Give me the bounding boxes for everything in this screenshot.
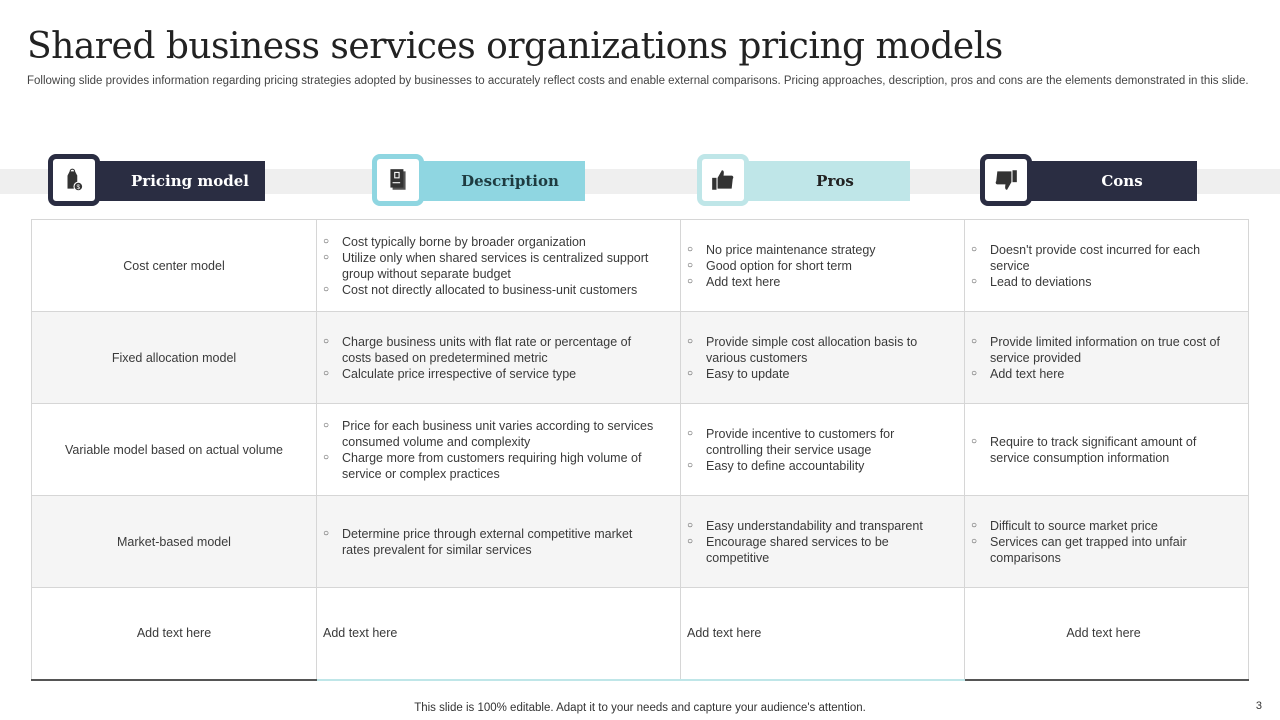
bullet-item: No price maintenance strategy xyxy=(687,242,946,258)
pros-cell: Easy understandability and transparentEn… xyxy=(680,495,965,588)
bullet-item: Doesn't provide cost incurred for each s… xyxy=(971,242,1236,274)
bullet-item: Provide limited information on true cost… xyxy=(971,334,1236,366)
bullet-list: Provide limited information on true cost… xyxy=(971,334,1236,382)
thumbs-up-icon xyxy=(697,154,749,206)
bullet-item: Cost typically borne by broader organiza… xyxy=(323,234,662,250)
bullet-item: Determine price through external competi… xyxy=(323,526,662,558)
bullet-item: Cost not directly allocated to business-… xyxy=(323,282,662,298)
bullet-list: Cost typically borne by broader organiza… xyxy=(323,234,662,298)
model-cell: Cost center model xyxy=(31,219,317,312)
bullet-item: Calculate price irrespective of service … xyxy=(323,366,662,382)
pricing-models-table: Cost center model Cost typically borne b… xyxy=(31,219,1249,681)
bullet-item: Difficult to source market price xyxy=(971,518,1236,534)
header-cons: Cons xyxy=(1027,161,1197,201)
bullet-item: Charge more from customers requiring hig… xyxy=(323,450,662,482)
bullet-item: Good option for short term xyxy=(687,258,946,274)
bullet-item: Add text here xyxy=(971,366,1236,382)
bullet-item: Easy understandability and transparent xyxy=(687,518,946,534)
bullet-item: Easy to update xyxy=(687,366,946,382)
bullet-list: Doesn't provide cost incurred for each s… xyxy=(971,242,1236,290)
table-row: Add text here Add text here Add text her… xyxy=(31,587,1249,681)
bullet-list: Provide incentive to customers for contr… xyxy=(687,426,946,474)
bullet-item: Encourage shared services to be competit… xyxy=(687,534,946,566)
model-cell: Add text here xyxy=(31,587,317,681)
bullet-list: Determine price through external competi… xyxy=(323,526,662,558)
price-tag-dollar-icon: $ xyxy=(48,154,100,206)
bullet-list: Require to track significant amount of s… xyxy=(971,434,1236,466)
page-title: Shared business services organizations p… xyxy=(27,26,1003,67)
model-cell: Fixed allocation model xyxy=(31,311,317,404)
footer-note: This slide is 100% editable. Adapt it to… xyxy=(414,702,866,714)
header-pros: Pros xyxy=(740,161,910,201)
bullet-list: Provide simple cost allocation basis to … xyxy=(687,334,946,382)
description-cell: Determine price through external competi… xyxy=(316,495,681,588)
cons-cell: Doesn't provide cost incurred for each s… xyxy=(964,219,1249,312)
model-cell: Variable model based on actual volume xyxy=(31,403,317,496)
pros-cell: Provide incentive to customers for contr… xyxy=(680,403,965,496)
bullet-list: Charge business units with flat rate or … xyxy=(323,334,662,382)
bullet-item: Easy to define accountability xyxy=(687,458,946,474)
bullet-item: Services can get trapped into unfair com… xyxy=(971,534,1236,566)
bullet-list: No price maintenance strategyGood option… xyxy=(687,242,946,290)
thumbs-down-icon xyxy=(980,154,1032,206)
svg-text:$: $ xyxy=(77,184,81,191)
bullet-item: Utilize only when shared services is cen… xyxy=(323,250,662,282)
bullet-item: Provide simple cost allocation basis to … xyxy=(687,334,946,366)
bullet-list: Price for each business unit varies acco… xyxy=(323,418,662,482)
bullet-item: Add text here xyxy=(687,274,946,290)
bullet-list: Difficult to source market priceServices… xyxy=(971,518,1236,566)
bullet-item: Charge business units with flat rate or … xyxy=(323,334,662,366)
pros-cell: Provide simple cost allocation basis to … xyxy=(680,311,965,404)
table-row: Cost center model Cost typically borne b… xyxy=(31,219,1249,312)
header-description: Description xyxy=(415,161,585,201)
page-subtitle: Following slide provides information reg… xyxy=(27,75,1249,87)
bullet-item: Provide incentive to customers for contr… xyxy=(687,426,946,458)
description-cell: Charge business units with flat rate or … xyxy=(316,311,681,404)
description-cell: Price for each business unit varies acco… xyxy=(316,403,681,496)
cons-cell: Add text here xyxy=(964,587,1249,681)
page-number: 3 xyxy=(1255,700,1262,712)
table-row: Market-based model Determine price throu… xyxy=(31,495,1249,588)
pros-cell: Add text here xyxy=(680,587,965,681)
pros-cell: No price maintenance strategyGood option… xyxy=(680,219,965,312)
bullet-item: Require to track significant amount of s… xyxy=(971,434,1236,466)
model-cell: Market-based model xyxy=(31,495,317,588)
cons-cell: Difficult to source market priceServices… xyxy=(964,495,1249,588)
header-pricing-model: Pricing model xyxy=(95,161,265,201)
description-cell: Cost typically borne by broader organiza… xyxy=(316,219,681,312)
document-icon xyxy=(372,154,424,206)
bullet-item: Lead to deviations xyxy=(971,274,1236,290)
table-row: Variable model based on actual volume Pr… xyxy=(31,403,1249,496)
table-row: Fixed allocation model Charge business u… xyxy=(31,311,1249,404)
description-cell: Add text here xyxy=(316,587,681,681)
cons-cell: Provide limited information on true cost… xyxy=(964,311,1249,404)
bullet-list: Easy understandability and transparentEn… xyxy=(687,518,946,566)
cons-cell: Require to track significant amount of s… xyxy=(964,403,1249,496)
bullet-item: Price for each business unit varies acco… xyxy=(323,418,662,450)
